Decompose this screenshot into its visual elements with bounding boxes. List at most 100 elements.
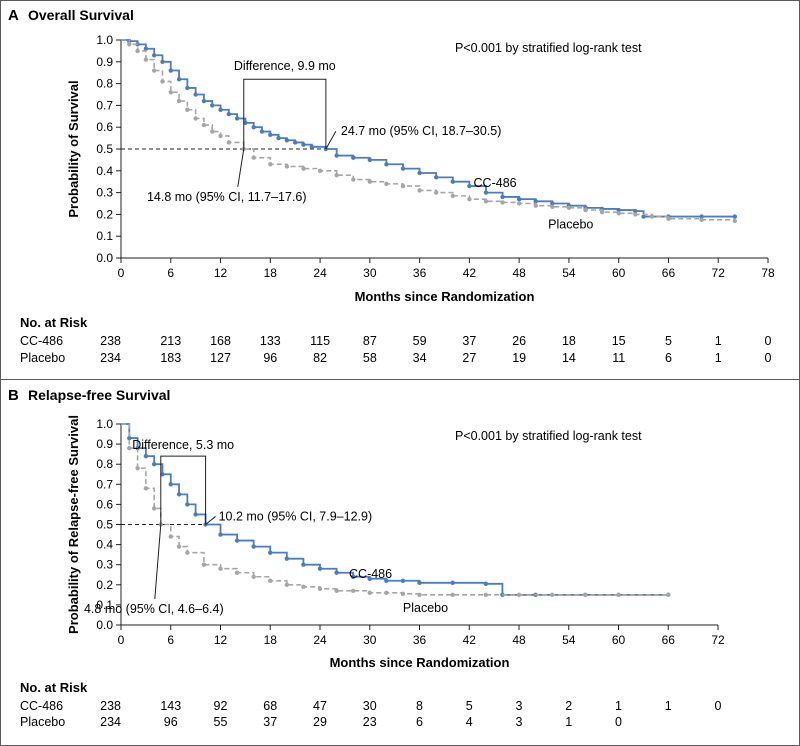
p1-y-tick-label: 1.0 bbox=[96, 417, 113, 431]
p0-placebo-censor-mark bbox=[201, 122, 207, 128]
p0-risk-row-placebo-value: 34 bbox=[413, 351, 427, 365]
p0-risk-row-placebo-value: 6 bbox=[665, 351, 672, 365]
p0-placebo-censor-mark bbox=[566, 205, 572, 211]
p0-placebo-censor-mark bbox=[434, 190, 439, 195]
p1-median-b-leader bbox=[154, 524, 162, 599]
p0-cc486-censor-mark bbox=[292, 140, 298, 145]
p0-x-tick-label: 12 bbox=[214, 266, 228, 280]
p1-placebo-censor-mark bbox=[301, 584, 306, 590]
p0-placebo-censor-mark bbox=[467, 196, 472, 202]
p0-cc486-censor-mark bbox=[259, 129, 265, 134]
p0-cc486-censor-mark bbox=[284, 138, 290, 143]
p0-risk-row-placebo-value: 127 bbox=[210, 351, 231, 365]
p0-median-a-label: 24.7 mo (95% CI, 18.7–30.5) bbox=[341, 124, 502, 138]
p0-placebo-censor-mark bbox=[251, 155, 256, 160]
p1-y-tick-label: 0.5 bbox=[96, 518, 113, 532]
p0-placebo-censor-mark bbox=[193, 116, 198, 121]
p1-placebo-censor-mark bbox=[284, 582, 290, 587]
p0-risk-row-cc486-value: 115 bbox=[310, 334, 330, 348]
p1-x-tick-label: 6 bbox=[167, 633, 174, 647]
p0-y-tick-label: 0.7 bbox=[96, 98, 113, 112]
p0-y-tick-label: 1.0 bbox=[96, 33, 113, 47]
p1-x-tick-label: 48 bbox=[512, 633, 526, 647]
p0-risk-row-cc486-value: 87 bbox=[363, 334, 377, 348]
p1-placebo-censor-mark bbox=[135, 466, 140, 471]
p0-placebo-censor-mark bbox=[143, 57, 149, 62]
p0-placebo-censor-mark bbox=[583, 207, 588, 213]
p1-cc486-censor-mark bbox=[218, 532, 223, 537]
p0-x-tick-label: 30 bbox=[363, 266, 377, 280]
p0-placebo-censor-mark bbox=[135, 48, 140, 54]
p1-placebo-censor-mark bbox=[176, 544, 182, 549]
p0-placebo-censor-mark bbox=[533, 203, 538, 208]
p0-cc486-censor-mark bbox=[367, 157, 373, 163]
p1-risk-row-cc486-value: 1 bbox=[665, 699, 672, 713]
p0-placebo-censor-mark bbox=[268, 162, 273, 167]
p0-placebo-censor-mark bbox=[284, 164, 290, 169]
p0-placebo-censor-mark bbox=[699, 217, 704, 223]
p1-cc486-censor-mark bbox=[176, 492, 182, 497]
p1-risk-row-placebo-value: 1 bbox=[565, 715, 572, 729]
p1-placebo-censor-mark bbox=[334, 588, 339, 594]
p0-x-tick-label: 48 bbox=[512, 266, 526, 280]
p0-x-tick-label: 18 bbox=[264, 266, 278, 280]
p0-risk-row-placebo-value: 58 bbox=[363, 351, 377, 365]
p0-risk-row-cc486-value: 18 bbox=[562, 334, 576, 348]
panel-b: B Relapse-free Survival 0.0 0.1 0.2 0.3 0.4 0… bbox=[8, 387, 725, 729]
p0-risk-row-cc486-value: 59 bbox=[413, 334, 427, 348]
p1-cc486-censor-mark bbox=[384, 578, 389, 583]
p0-cc486-censor-mark bbox=[384, 162, 389, 167]
p0-placebo-censor-mark bbox=[550, 204, 555, 209]
p0-risk-row-cc486-value: 0 bbox=[765, 334, 772, 348]
p0-cc486-censor-mark bbox=[176, 77, 182, 82]
p1-placebo-censor-mark bbox=[143, 486, 149, 491]
p0-placebo-censor-mark bbox=[160, 79, 165, 84]
p0-risk-row-cc486-value: 26 bbox=[512, 334, 526, 348]
p0-cc486-censor-mark bbox=[301, 142, 306, 147]
p0-y-axis-title: Probability of Survival bbox=[66, 80, 81, 217]
p1-risk-row-cc486-name: CC-486 bbox=[20, 699, 63, 713]
p0-cc486-censor-mark bbox=[251, 125, 256, 130]
p0-x-tick-label: 42 bbox=[463, 266, 477, 280]
p1-risk-row-cc486-value: 143 bbox=[160, 699, 181, 713]
p1-x-tick-label: 30 bbox=[363, 633, 377, 647]
p1-x-axis-title: Months since Randomization bbox=[330, 655, 510, 670]
p0-placebo-censor-mark bbox=[483, 199, 489, 204]
p1-median-b-label: 4.8 mo (95% CI, 4.6–6.4) bbox=[84, 602, 224, 616]
p0-cc486-censor-mark bbox=[276, 135, 281, 141]
p0-cc486-censor-mark bbox=[641, 214, 646, 219]
p0-y-tick-label: 0.6 bbox=[96, 120, 113, 134]
panel-a-plot: 0.00.10.20.30.40.50.60.70.80.91.00 6 12 18 2… bbox=[20, 33, 775, 365]
p0-placebo-censor-mark bbox=[500, 200, 505, 205]
p0-cc486-censor-mark bbox=[168, 68, 173, 73]
p0-placebo-censor-mark bbox=[384, 181, 389, 187]
p1-cc486-censor-mark bbox=[185, 502, 190, 507]
p0-cc486-censor-mark bbox=[417, 170, 422, 176]
p1-cc486-censor-mark bbox=[317, 566, 323, 571]
p1-risk-row-cc486-value: 0 bbox=[715, 699, 722, 713]
p1-placebo-censor-mark bbox=[367, 590, 372, 596]
p1-risk-row-cc486-value: 92 bbox=[214, 699, 228, 713]
p1-placebo-censor-mark bbox=[201, 562, 207, 567]
p0-placebo-censor-mark bbox=[151, 68, 157, 73]
p0-cc486-censor-mark bbox=[243, 120, 248, 126]
p0-cc486-censor-mark bbox=[193, 92, 198, 97]
p0-placebo-censor-mark bbox=[226, 140, 232, 145]
p1-x-tick-label: 18 bbox=[264, 633, 278, 647]
p0-risk-row-placebo-value: 96 bbox=[263, 351, 277, 365]
p0-cc486-censor-mark bbox=[160, 59, 165, 64]
p0-cc486-censor-mark bbox=[616, 207, 621, 213]
p0-y-tick-label: 0.1 bbox=[96, 229, 113, 243]
p0-risk-row-placebo-value: 234 bbox=[100, 351, 121, 365]
p0-placebo-series-label: Placebo bbox=[548, 218, 593, 232]
p1-cc486-censor-mark bbox=[417, 580, 422, 585]
p0-difference-label: Difference, 9.9 mo bbox=[234, 59, 336, 73]
p0-x-tick-label: 6 bbox=[167, 266, 174, 280]
p1-cc486-censor-mark bbox=[301, 562, 306, 567]
panel-a-title: Overall Survival bbox=[28, 7, 134, 23]
p0-cc486-censor-mark bbox=[434, 175, 439, 180]
p0-y-tick-label: 0.5 bbox=[96, 142, 113, 156]
p1-cc486-censor-mark bbox=[160, 472, 165, 477]
p1-risk-row-placebo-value: 234 bbox=[100, 715, 121, 729]
p0-cc486-censor-mark bbox=[450, 179, 455, 184]
